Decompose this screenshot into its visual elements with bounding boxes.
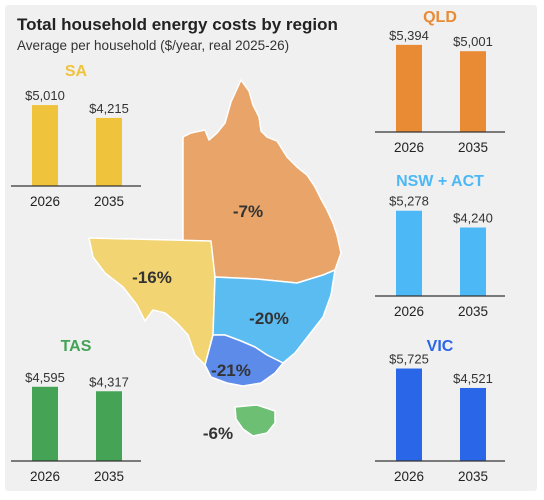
category-label-tas-2026: 2026 [30, 469, 60, 484]
map-label-sa: -16% [132, 268, 172, 287]
bar-nsw-act-2035 [460, 227, 486, 296]
category-label-nsw-act-2026: 2026 [394, 304, 424, 319]
panel-title-sa: SA [64, 63, 88, 80]
category-label-qld-2035: 2035 [458, 140, 488, 155]
bar-chart-tas: $4,595 2026 $4,317 2035 [11, 370, 141, 484]
chart-subtitle: Average per household ($/year, real 2025… [17, 38, 290, 53]
bar-panel-nsw-act: NSW + ACT $5,278 2026 $4,240 2035 [371, 173, 509, 323]
bar-vic-2026 [396, 368, 422, 461]
chart-frame: Total household energy costs by region A… [5, 5, 537, 491]
category-label-vic-2026: 2026 [394, 469, 424, 484]
bar-nsw-act-2026 [396, 210, 422, 296]
category-label-vic-2035: 2035 [458, 469, 488, 484]
map-region-tas [234, 404, 276, 437]
panel-title-nsw-act: NSW + ACT [396, 173, 484, 190]
category-label-tas-2035: 2035 [94, 469, 124, 484]
bar-panel-vic: VIC $5,725 2026 $4,521 2035 [371, 338, 509, 488]
bar-panel-qld: QLD $5,394 2026 $5,001 2035 [371, 9, 509, 159]
map-label-vic: -21% [211, 361, 251, 380]
value-label-vic-2035: $4,521 [453, 371, 493, 386]
bar-sa-2026 [32, 105, 58, 186]
panel-title-tas: TAS [60, 338, 92, 355]
category-label-sa-2035: 2035 [94, 194, 124, 209]
map-region-vic [204, 334, 284, 387]
map-label-qld: -7% [233, 202, 263, 221]
category-label-nsw-act-2035: 2035 [458, 304, 488, 319]
bar-panel-tas: TAS $4,595 2026 $4,317 2035 [7, 338, 145, 488]
bar-tas-2035 [96, 391, 122, 461]
value-label-nsw-act-2035: $4,240 [453, 211, 493, 226]
bar-chart-qld: $5,394 2026 $5,001 2035 [375, 28, 505, 155]
australia-map: -7% -16% -20% -21% -6% [88, 79, 342, 443]
value-label-qld-2026: $5,394 [389, 28, 429, 43]
bar-qld-2026 [396, 44, 422, 133]
category-label-qld-2026: 2026 [394, 140, 424, 155]
bar-vic-2035 [460, 387, 486, 461]
value-label-nsw-act-2026: $5,278 [389, 194, 429, 209]
chart-title: Total household energy costs by region [17, 15, 338, 34]
bar-chart-vic: $5,725 2026 $4,521 2035 [375, 352, 505, 484]
map-label-tas: -6% [203, 424, 233, 443]
bar-tas-2026 [32, 386, 58, 461]
panel-title-qld: QLD [423, 9, 457, 26]
value-label-sa-2026: $5,010 [25, 88, 65, 103]
value-label-tas-2026: $4,595 [25, 370, 65, 385]
bar-qld-2035 [460, 51, 486, 132]
bar-chart-nsw-act: $5,278 2026 $4,240 2035 [375, 194, 505, 319]
value-label-vic-2026: $5,725 [389, 352, 429, 367]
map-label-nsw: -20% [249, 309, 289, 328]
panel-title-vic: VIC [426, 338, 454, 355]
value-label-qld-2035: $5,001 [453, 34, 493, 49]
bar-chart-sa: $5,010 2026 $4,215 2035 [11, 88, 141, 209]
bar-sa-2035 [96, 117, 122, 186]
category-label-sa-2026: 2026 [30, 194, 60, 209]
value-label-tas-2035: $4,317 [89, 374, 129, 389]
value-label-sa-2035: $4,215 [89, 101, 129, 116]
bar-panel-sa: SA $5,010 2026 $4,215 2035 [7, 63, 145, 213]
